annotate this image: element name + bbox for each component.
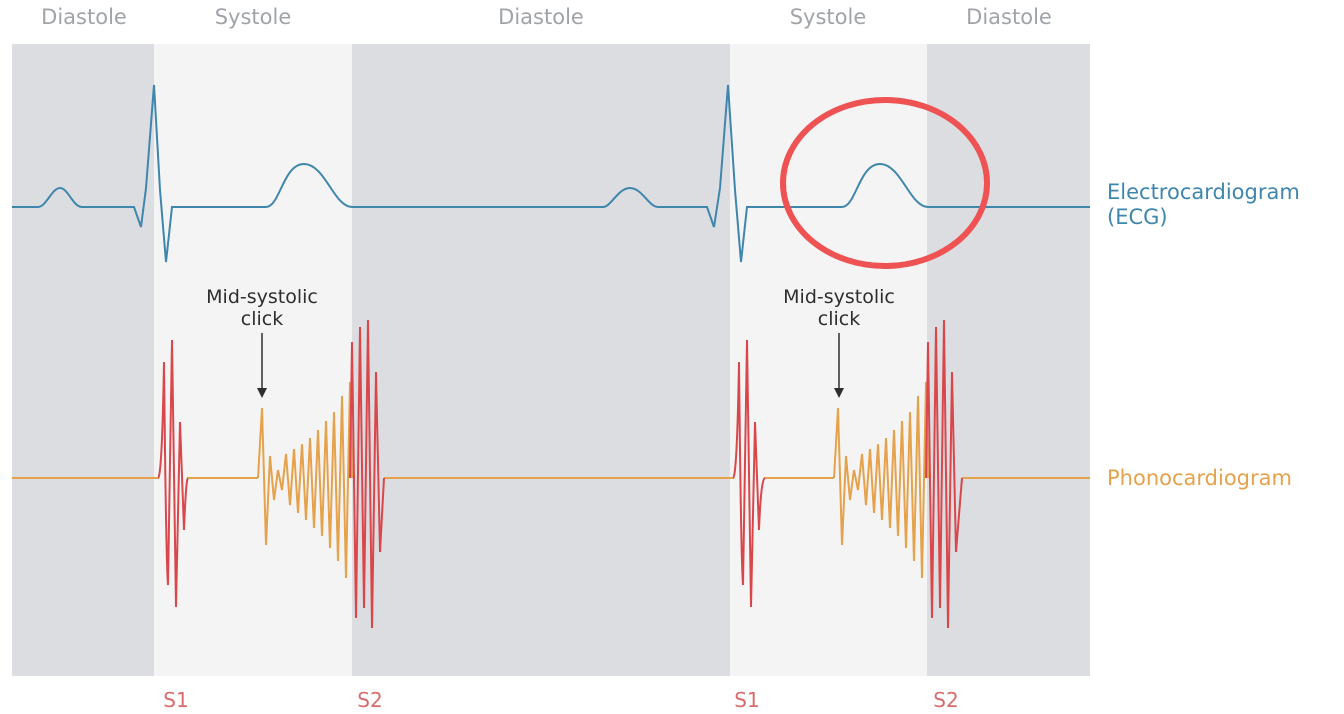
s1-sound-2 xyxy=(732,339,766,608)
s1-label-1: S1 xyxy=(163,688,188,712)
s2-sound-2 xyxy=(925,319,963,629)
click-annotation-1-line1: Mid-systolic xyxy=(206,286,318,308)
s1-sound-1 xyxy=(157,339,189,608)
click-annotation-1-line2: click xyxy=(241,308,283,330)
s2-label-1: S2 xyxy=(357,688,382,712)
click-murmur-2 xyxy=(833,381,929,579)
ecg-label: Electrocardiogram xyxy=(1107,180,1300,204)
systole-band-1 xyxy=(154,44,352,676)
ecg-label-abbrev: (ECG) xyxy=(1107,205,1168,229)
click-annotation-2-line2: click xyxy=(818,308,860,330)
click-annotation-2-line1: Mid-systolic xyxy=(783,286,895,308)
s2-label-2: S2 xyxy=(933,688,958,712)
click-murmur-1 xyxy=(257,381,353,579)
phonocardiogram-label: Phonocardiogram xyxy=(1107,466,1292,490)
systole-band-2 xyxy=(730,44,927,676)
s2-sound-1 xyxy=(349,319,385,629)
diastole-band-3 xyxy=(927,44,1090,676)
highlight-circle xyxy=(780,97,990,269)
diastole-band-1 xyxy=(12,44,154,676)
click-arrowhead-1 xyxy=(257,388,267,398)
phase-label-systole-1: Systole xyxy=(215,5,292,29)
phase-label-systole-2: Systole xyxy=(790,5,867,29)
diastole-band-2 xyxy=(352,44,730,676)
phase-label-diastole-2: Diastole xyxy=(498,5,584,29)
phase-label-diastole-1: Diastole xyxy=(41,5,127,29)
ecg-trace xyxy=(12,84,1090,263)
s1-label-2: S1 xyxy=(734,688,759,712)
phase-label-diastole-3: Diastole xyxy=(966,5,1052,29)
click-arrowhead-2 xyxy=(834,388,844,398)
